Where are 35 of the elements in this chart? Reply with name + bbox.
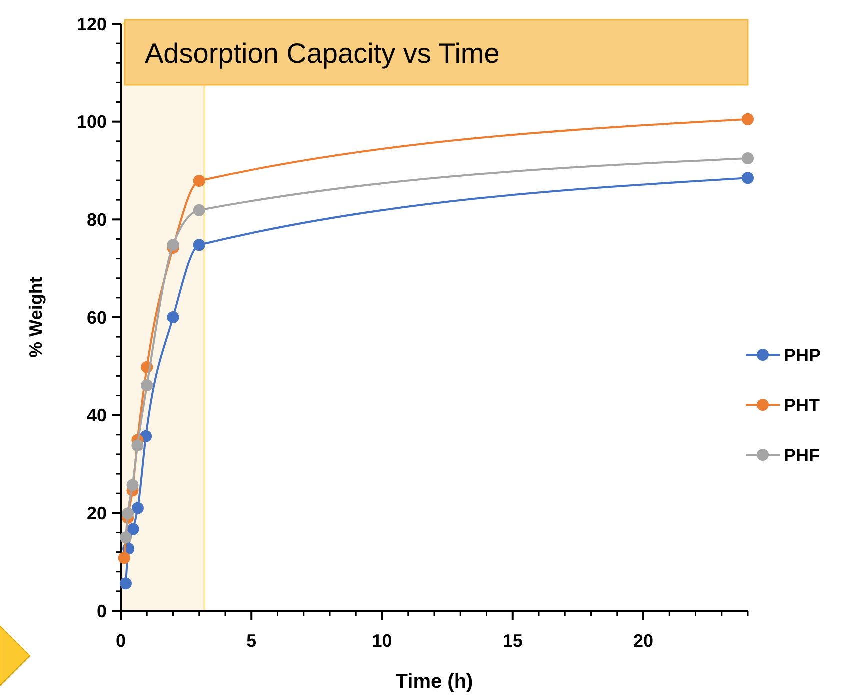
point [742,172,754,184]
point [126,479,139,492]
point [167,312,180,324]
y-tick-label: 20 [86,503,107,524]
text: Adsorption Capacity vs Time [145,38,500,69]
x-tick-label: 20 [633,631,654,651]
point [132,440,144,452]
y-tick-label: 60 [86,308,107,328]
point [122,508,134,520]
point [141,379,154,392]
x-tick-label: 5 [246,631,257,651]
y-tick-label: 80 [86,210,107,230]
x-tick-label: 15 [502,631,523,651]
y-tick-label: 120 [76,14,107,34]
point [742,113,754,126]
point [132,502,144,514]
point [120,532,132,544]
point [193,204,206,216]
y-tick-label: 40 [86,406,107,426]
x-tick-label: 10 [372,631,392,651]
point [742,152,754,165]
point [193,239,206,252]
y-tick-label: 0 [96,601,107,622]
point [167,239,180,252]
y-axis-title: % Weight [26,277,46,358]
point [127,523,140,536]
point [193,175,206,188]
point [120,578,132,590]
x-tick-label: 0 [116,631,126,651]
legend-label: PHF [784,445,820,466]
y-tick-label: 100 [76,112,107,132]
x-axis-title: Time (h) [396,671,474,693]
legend-label: PHT [784,395,820,416]
point [118,552,130,564]
legend-label: PHP [784,345,822,366]
